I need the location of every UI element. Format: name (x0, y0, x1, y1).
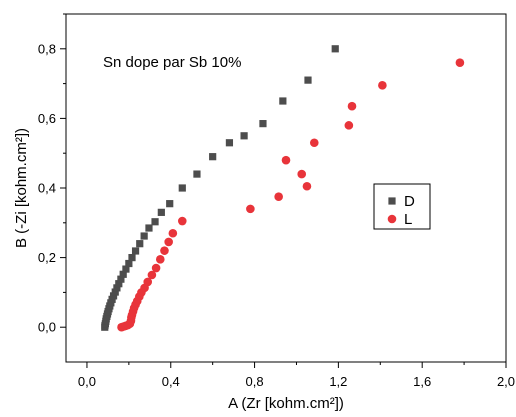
legend: D L (373, 183, 431, 230)
data-point (166, 200, 174, 208)
data-point (259, 120, 267, 128)
data-point (131, 247, 140, 255)
chart-annotation: Sn dope par Sb 10% (103, 54, 241, 71)
axis-ticks (60, 13, 507, 368)
data-point (455, 58, 465, 68)
data-point (281, 155, 291, 165)
data-point (302, 181, 312, 191)
data-point (119, 270, 127, 278)
data-point (122, 265, 130, 273)
legend-box (373, 183, 431, 230)
data-point (274, 192, 283, 201)
y-tick-label: 0,6 (38, 111, 56, 126)
legend-label-d: D (404, 193, 415, 210)
x-tick-label: 0,8 (246, 374, 264, 389)
data-point (193, 170, 201, 178)
data-point (157, 208, 165, 216)
y-tick-label: 0,4 (38, 181, 56, 196)
data-point (117, 275, 125, 283)
series-d (101, 45, 339, 331)
data-point (113, 284, 121, 292)
data-point (145, 224, 153, 232)
legend-marker-l (387, 214, 397, 224)
legend-marker (387, 214, 397, 224)
data-point (155, 255, 165, 264)
data-point (331, 45, 339, 53)
y-axis-title: B (-Zi [kohm.cm²]) (13, 128, 30, 248)
data-point (246, 204, 255, 214)
x-tick-label: 2,0 (497, 374, 515, 389)
y-tick-label: 0,8 (38, 41, 56, 56)
data-point (344, 121, 354, 130)
data-point (111, 288, 119, 296)
data-point (240, 132, 248, 140)
x-tick-label: 1,2 (329, 374, 347, 389)
legend-marker (388, 197, 396, 205)
data-point (178, 184, 186, 192)
legend-marker-d (388, 197, 396, 205)
data-point (125, 259, 133, 268)
data-point (136, 240, 144, 248)
data-point (378, 81, 387, 90)
data-point (143, 277, 153, 287)
data-point (128, 254, 136, 262)
data-point (304, 76, 312, 84)
y-tick-label: 0,0 (38, 320, 56, 335)
data-point (347, 101, 357, 111)
legend-label-l: L (404, 211, 412, 228)
x-tick-label: 1,6 (413, 374, 431, 389)
data-point (309, 138, 319, 148)
series-l (117, 58, 465, 332)
data-point (177, 216, 187, 226)
data-point (115, 280, 123, 288)
data-point (225, 139, 234, 147)
data-point (140, 232, 148, 240)
data-point (160, 246, 169, 255)
data-point (209, 153, 217, 161)
y-tick-label: 0,2 (38, 250, 56, 265)
data-point (151, 218, 159, 226)
data-point (109, 292, 118, 300)
x-tick-label: 0,4 (162, 374, 180, 389)
data-point (279, 97, 287, 105)
x-axis-title: A (Zr [kohm.cm²]) (228, 395, 344, 412)
data-point (151, 263, 161, 273)
data-point (168, 228, 178, 238)
tick-labels: 0,0 0,4 0,8 1,2 1,6 2,0 0,0 0,2 0,4 0,6 0,8 (38, 41, 515, 389)
data-point (147, 270, 157, 280)
data-point (164, 237, 173, 247)
x-tick-label: 0,0 (78, 374, 96, 389)
data-point (297, 169, 307, 179)
